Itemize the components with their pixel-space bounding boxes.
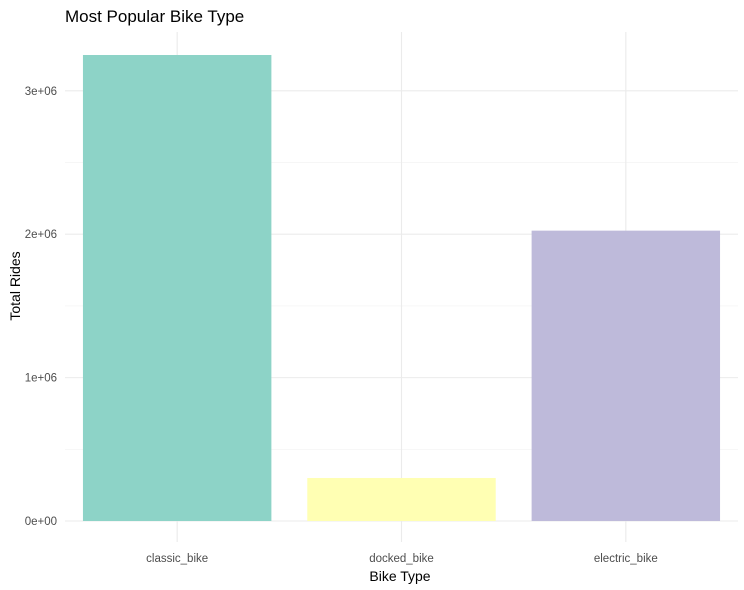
x-tick-label: docked_bike xyxy=(369,553,434,565)
y-axis-title: Total Rides xyxy=(7,251,23,320)
x-tick-label: electric_bike xyxy=(594,553,658,565)
x-axis-ticks: classic_bike docked_bike electric_bike xyxy=(146,553,658,565)
bars xyxy=(82,55,721,521)
x-axis-title: Bike Type xyxy=(369,568,430,584)
y-tick-label: 0e+00 xyxy=(25,516,57,528)
y-axis-ticks: 0e+00 1e+06 2e+06 3e+06 xyxy=(25,86,57,528)
bar-electric_bike xyxy=(531,230,721,521)
y-tick-label: 2e+06 xyxy=(25,229,57,241)
bar-classic_bike xyxy=(82,55,272,521)
y-tick-label: 1e+06 xyxy=(25,373,57,385)
y-tick-label: 3e+06 xyxy=(25,86,57,98)
bar-docked_bike xyxy=(307,477,496,521)
chart-title: Most Popular Bike Type xyxy=(65,7,244,26)
x-tick-label: classic_bike xyxy=(146,553,208,565)
